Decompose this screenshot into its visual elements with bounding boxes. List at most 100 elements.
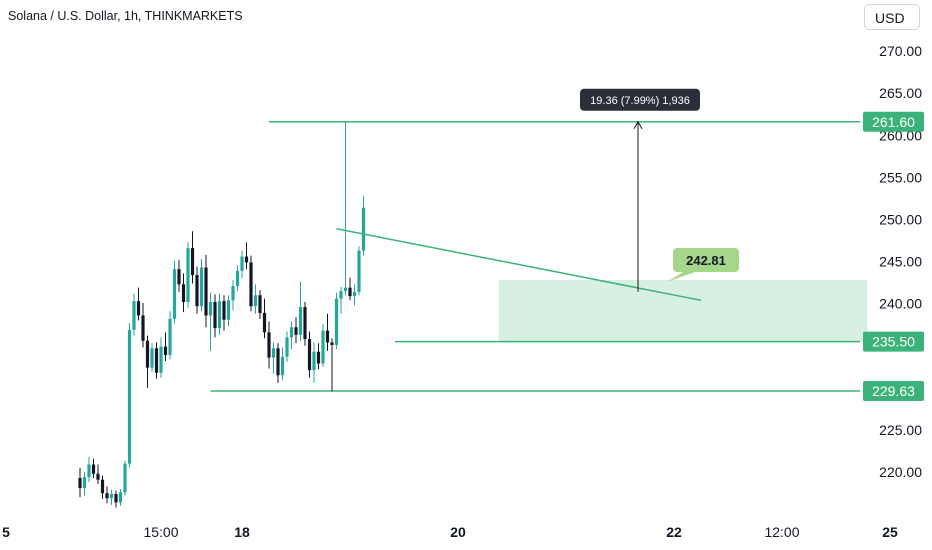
candle-body: [78, 478, 82, 489]
candle-34: [231, 280, 235, 311]
candle-body: [294, 327, 298, 335]
candle-35: [235, 264, 240, 292]
candle-body: [285, 337, 289, 357]
candle-38: [249, 255, 253, 312]
candle-15: [145, 335, 150, 388]
x-tick-label: 12:00: [764, 524, 799, 540]
candle-body: [177, 269, 181, 285]
candle-body: [298, 307, 303, 335]
candle-41: [262, 298, 267, 339]
candle-56: [330, 338, 334, 392]
price-tag-261.60: [863, 111, 924, 132]
price-tag-235.50: [863, 331, 924, 352]
candle-body: [307, 339, 312, 371]
candle-42: [267, 321, 271, 369]
y-tick-label: 270.00: [879, 43, 922, 59]
candle-19: [163, 332, 168, 361]
candle-60: [348, 277, 352, 301]
candle-25: [190, 231, 195, 284]
x-tick-label: 5: [2, 524, 10, 540]
x-tick-label: 18: [234, 524, 250, 540]
candle-body: [190, 248, 195, 276]
candle-54: [321, 323, 325, 367]
candle-body: [357, 250, 361, 292]
y-tick-label: 240.00: [879, 296, 922, 312]
candle-9: [118, 488, 123, 506]
price-tag-label: 235.50: [872, 334, 915, 350]
candle-body: [262, 312, 267, 333]
candle-55: [325, 313, 330, 351]
x-tick-label: 25: [882, 524, 898, 540]
candle-21: [172, 260, 177, 324]
candle-body: [100, 479, 105, 494]
price-tag-label: 261.60: [872, 114, 915, 130]
candle-31: [217, 293, 222, 335]
candle-14: [141, 302, 145, 348]
candle-30: [213, 294, 217, 338]
candle-47: [289, 321, 294, 350]
candle-45: [280, 347, 285, 381]
candle-body: [118, 492, 123, 503]
candle-body: [172, 269, 177, 319]
currency-selector[interactable]: USD: [864, 4, 920, 30]
candle-body: [339, 291, 343, 299]
candle-body: [199, 267, 204, 307]
candle-body: [312, 351, 316, 371]
candle-body: [348, 287, 352, 297]
callout-box: [673, 248, 739, 273]
candle-body: [325, 330, 330, 343]
candle-body: [105, 493, 109, 499]
candle-body: [132, 301, 136, 330]
candle-body: [240, 256, 244, 271]
candle-body: [303, 307, 307, 340]
candle-24: [186, 242, 190, 308]
candle-36: [240, 250, 244, 279]
candle-body: [253, 295, 258, 307]
y-tick-label: 255.00: [879, 169, 922, 185]
candle-body: [127, 329, 132, 464]
chart-title: Solana / U.S. Dollar, 1h, THINKMARKETS: [8, 9, 243, 23]
candle-7: [109, 489, 114, 505]
candle-body: [82, 477, 87, 489]
candle-body: [96, 473, 100, 480]
candle-5: [100, 475, 105, 500]
candle-body: [159, 346, 163, 373]
measure-arrowhead: [633, 120, 643, 130]
candle-43: [271, 342, 276, 374]
candle-body: [145, 340, 150, 368]
candle-27: [199, 259, 204, 312]
candle-body: [213, 302, 217, 329]
candle-33: [226, 295, 231, 327]
candle-body: [208, 302, 213, 316]
candle-17: [154, 342, 159, 379]
candle-40: [258, 290, 262, 319]
candle-16: [150, 343, 154, 372]
candle-body: [154, 348, 159, 373]
candle-61: [352, 284, 357, 306]
candle-body: [280, 356, 285, 376]
candle-body: [289, 327, 294, 338]
callout-pointer: [667, 272, 695, 283]
candle-6: [105, 486, 109, 504]
price-tag-label: 229.63: [872, 383, 915, 399]
y-tick-label: 245.00: [879, 254, 922, 270]
candle-body: [258, 295, 262, 313]
measure-tooltip: [580, 88, 700, 111]
candle-10: [123, 460, 127, 496]
candle-50: [303, 302, 307, 346]
candle-8: [114, 490, 118, 508]
candle-1: [82, 472, 87, 496]
candle-body: [231, 286, 235, 301]
candle-body: [352, 291, 357, 297]
price-tag-229.63: [863, 381, 924, 402]
candle-13: [136, 287, 141, 321]
candle-48: [294, 317, 298, 344]
y-tick-label: 250.00: [879, 211, 922, 227]
measure-tooltip-text: 19.36 (7.99%) 1,936: [590, 95, 690, 107]
candle-body: [181, 284, 186, 302]
candle-2: [87, 456, 91, 483]
x-tick-label: 22: [666, 524, 682, 540]
candle-26: [195, 266, 199, 314]
y-tick-label: 225.00: [879, 422, 922, 438]
